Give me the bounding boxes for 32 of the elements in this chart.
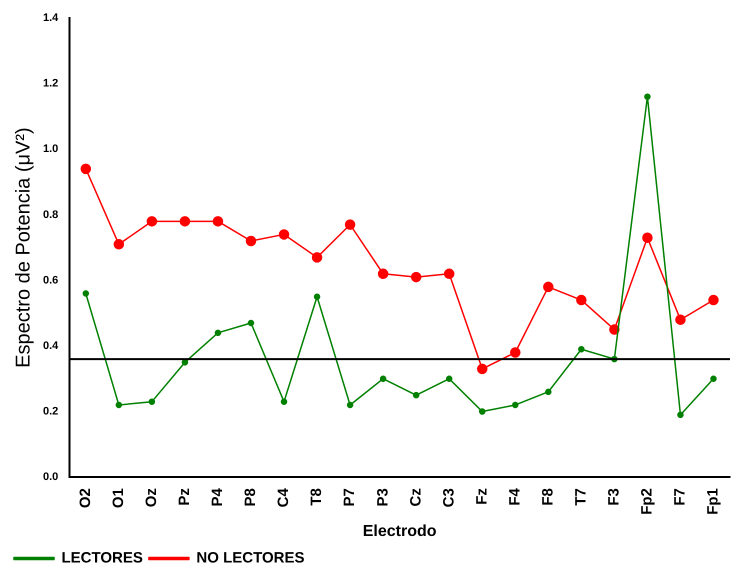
legend-label: NO LECTORES xyxy=(196,550,304,567)
legend-label: LECTORES xyxy=(62,550,143,567)
x-tick-label: Fp2 xyxy=(638,488,656,515)
y-tick-label: 0.0 xyxy=(42,471,58,484)
x-tick-label: T8 xyxy=(308,488,326,506)
x-tick-label: T7 xyxy=(572,488,590,506)
x-tick-label: C3 xyxy=(440,488,458,508)
y-axis-title: Espectro de Potencia (μV²) xyxy=(12,127,35,368)
y-tick-label: 0.4 xyxy=(42,340,60,352)
x-tick-label: F8 xyxy=(539,488,556,506)
x-tick-label: P8 xyxy=(242,488,260,506)
x-tick-label: F7 xyxy=(672,488,689,506)
x-tick-label: P3 xyxy=(374,488,392,506)
x-tick-label: Pz xyxy=(176,488,194,506)
y-tick-label: 1.0 xyxy=(42,143,58,156)
x-tick-label: O2 xyxy=(76,488,94,508)
x-tick-label: F4 xyxy=(506,487,524,506)
x-tick-label: Cz xyxy=(407,488,424,506)
x-tick-label: Fz xyxy=(473,488,490,505)
y-tick-label: 1.4 xyxy=(42,12,60,24)
x-tick-label: P7 xyxy=(341,488,358,506)
x-tick-label: O1 xyxy=(110,488,127,508)
x-tick-label: Fp1 xyxy=(704,488,722,515)
y-tick-label: 0.2 xyxy=(42,406,58,418)
y-tick-label: 0.6 xyxy=(42,274,58,286)
x-tick-label: F3 xyxy=(606,488,623,506)
y-tick-label: 1.2 xyxy=(42,78,58,90)
x-tick-label: P4 xyxy=(209,487,226,506)
x-tick-label: C4 xyxy=(275,487,292,508)
y-tick-label: 0.8 xyxy=(42,208,58,221)
x-tick-label: Oz xyxy=(143,488,160,508)
x-axis-title: Electrodo xyxy=(362,522,437,540)
